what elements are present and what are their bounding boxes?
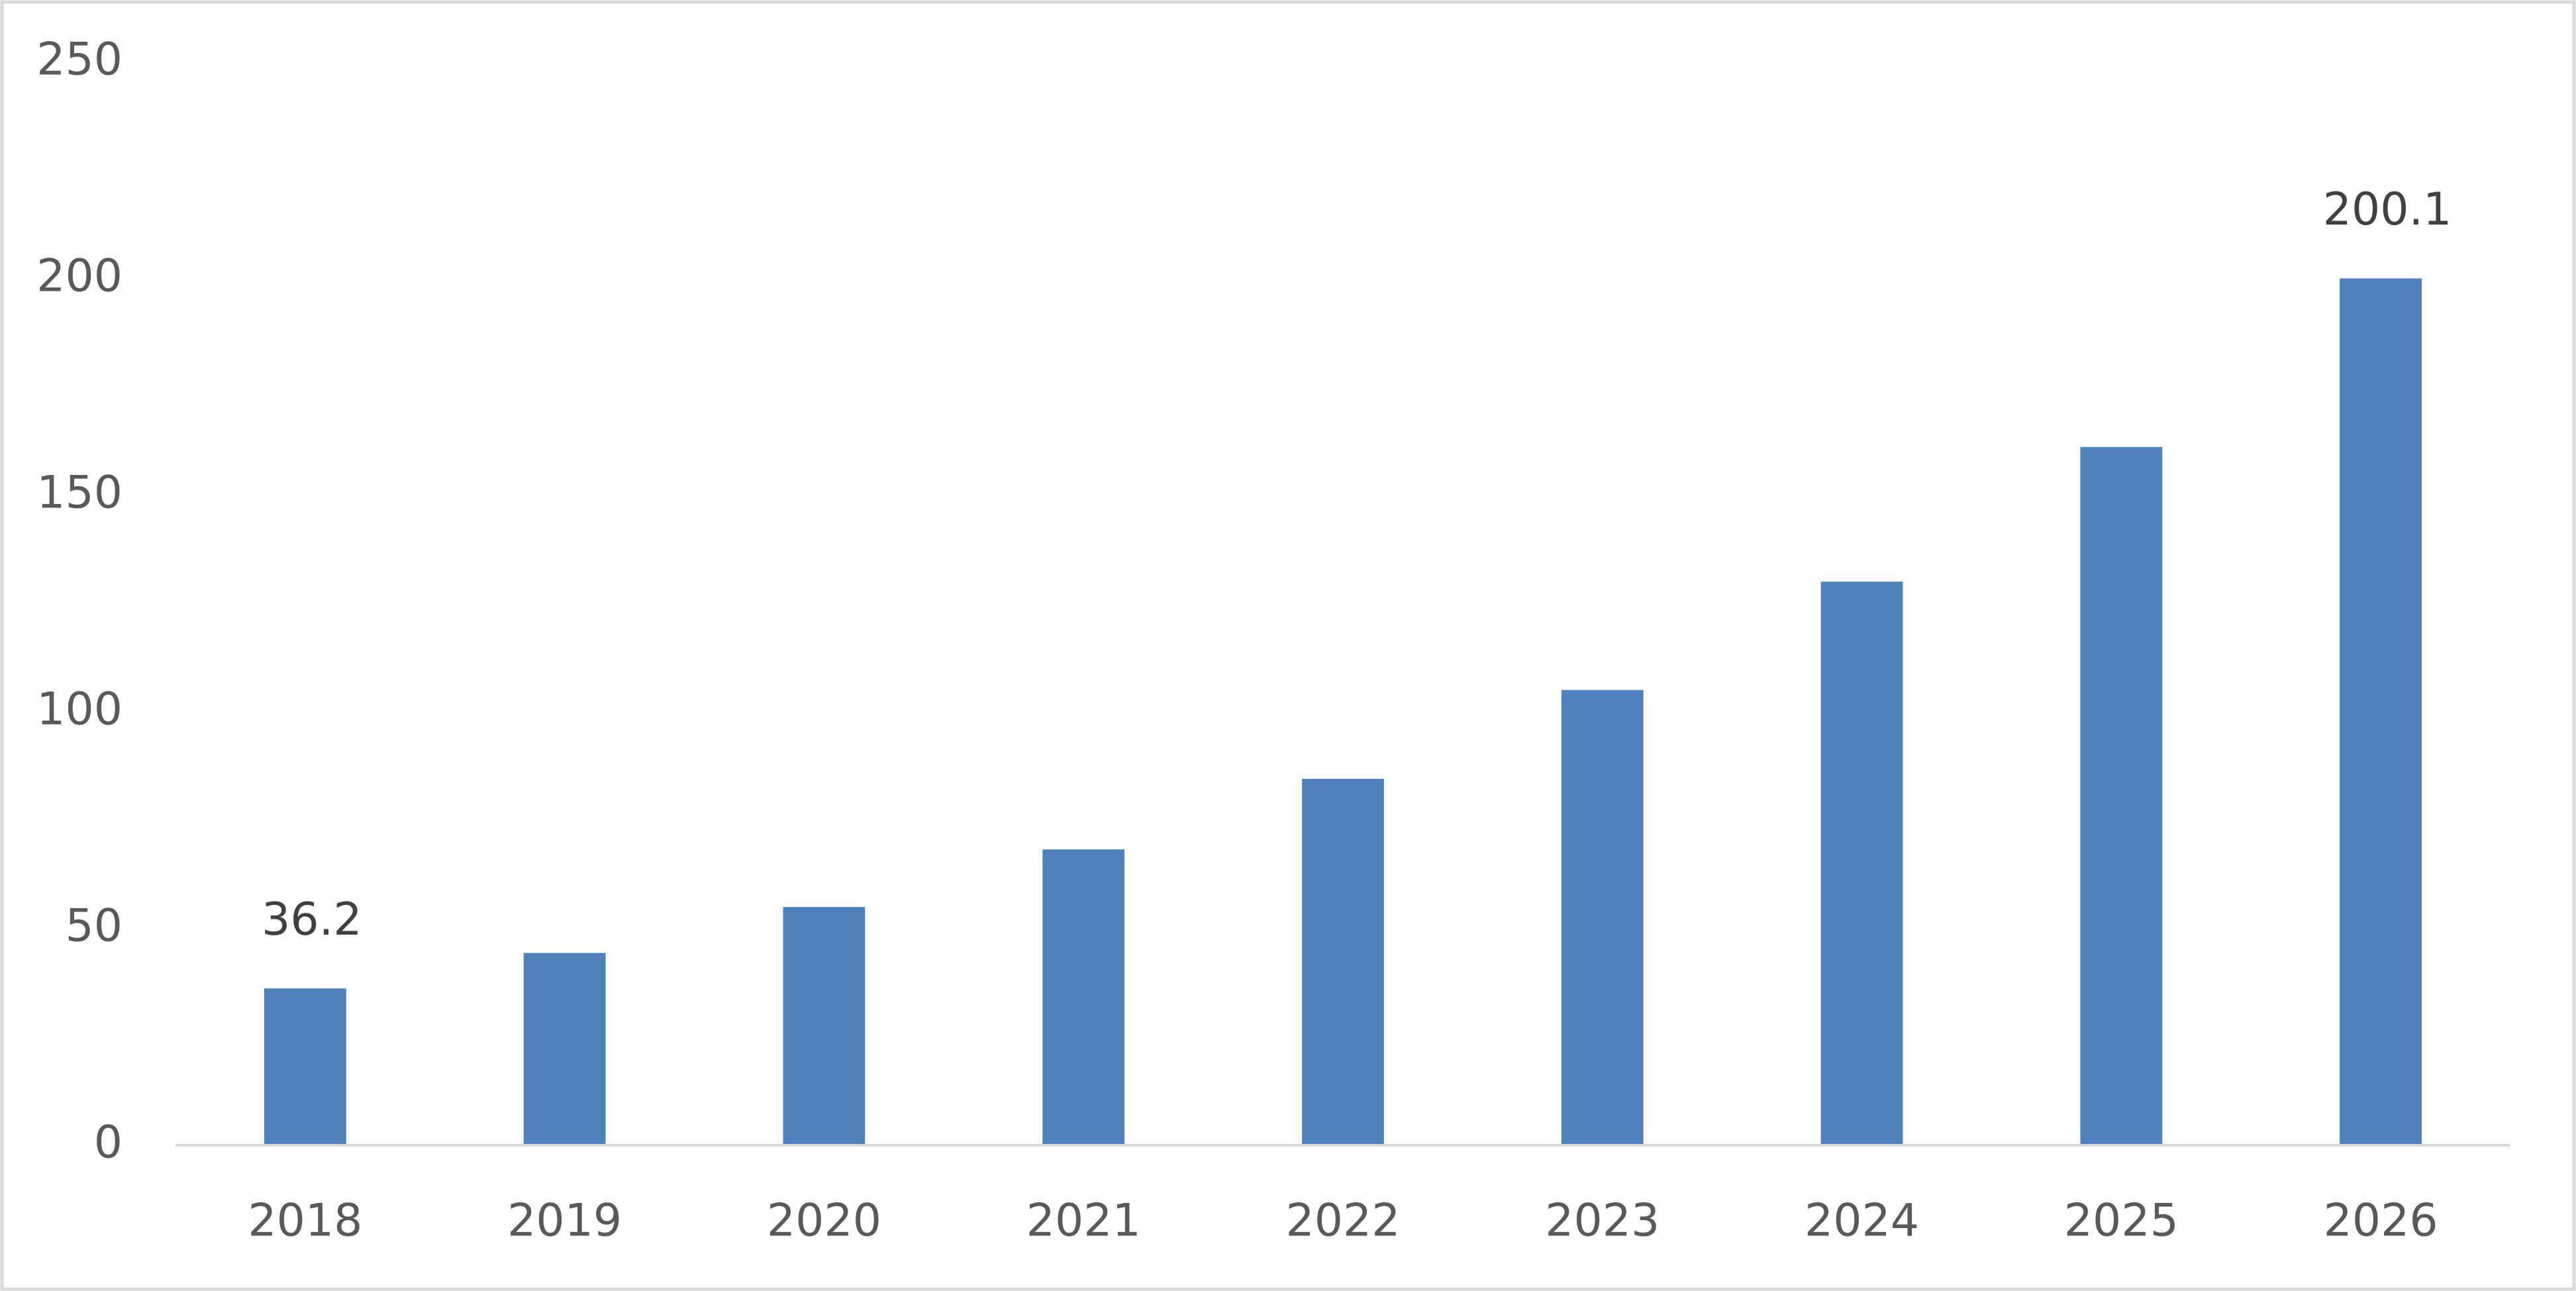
- bar: [2080, 446, 2163, 1146]
- y-tick-label: 0: [94, 1117, 123, 1169]
- x-tick-label: 2019: [507, 1195, 622, 1247]
- data-label: 36.2: [262, 894, 362, 946]
- bar: [783, 907, 866, 1145]
- x-tick-label: 2023: [1545, 1195, 1660, 1247]
- y-tick-label: 150: [36, 467, 123, 519]
- x-tick-label: 2018: [248, 1195, 362, 1247]
- y-tick-label: 250: [36, 34, 123, 86]
- y-tick-label: 200: [36, 250, 123, 303]
- bar: [1820, 582, 1903, 1145]
- x-tick-label: 2022: [1285, 1195, 1400, 1247]
- y-tick-label: 50: [65, 900, 123, 953]
- y-tick-label: 100: [36, 684, 123, 736]
- bar: [523, 953, 606, 1145]
- x-tick-label: 2025: [2064, 1195, 2179, 1247]
- x-tick-label: 2021: [1026, 1195, 1141, 1247]
- data-label: 200.1: [2323, 183, 2452, 236]
- bar: [1302, 778, 1384, 1145]
- bar: [264, 988, 346, 1145]
- x-tick-label: 2026: [2324, 1195, 2438, 1247]
- x-tick-label: 2020: [767, 1195, 881, 1247]
- bar: [2340, 278, 2422, 1146]
- bar: [1042, 849, 1125, 1145]
- bar: [1561, 690, 1644, 1145]
- x-tick-label: 2024: [1805, 1195, 1919, 1247]
